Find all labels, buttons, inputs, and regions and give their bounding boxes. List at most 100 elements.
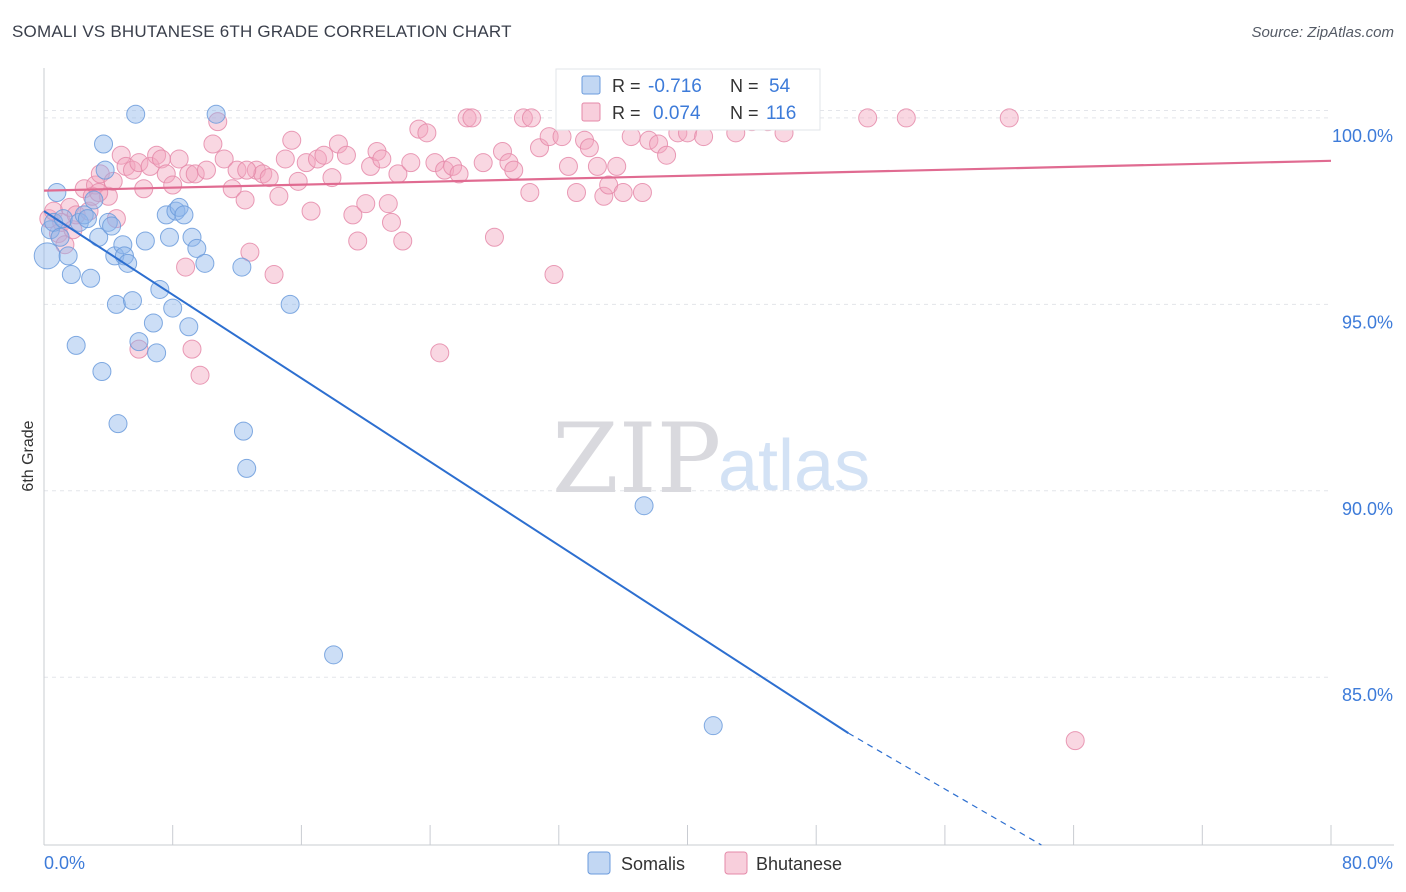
bhutanese-point-73 [473, 153, 493, 173]
somali-point-13 [84, 190, 104, 210]
bhutanese-point-39 [253, 164, 273, 184]
somali-point-15 [92, 361, 112, 381]
watermark: ZIP atlas [552, 403, 870, 515]
bhutanese-point-78 [513, 108, 533, 128]
legend-swatch-somali [581, 75, 601, 95]
bhutanese-point-81 [539, 127, 559, 147]
bhutanese-point-29 [190, 365, 210, 385]
legend-r-value-somali: -0.716 [648, 76, 702, 97]
bhutanese-point-87 [579, 138, 599, 158]
somali-point-43 [206, 104, 226, 124]
watermark-zip: ZIP [552, 403, 721, 515]
bhutanese-point-46 [296, 153, 316, 173]
y-axis-title: 6th Grade [20, 420, 37, 491]
bhutanese-point-40 [259, 168, 279, 188]
bhutanese-point-32 [208, 112, 228, 132]
bhutanese-point-50 [322, 168, 342, 188]
bhutanese-point-23 [156, 164, 176, 184]
bhutanese-trend-line [43, 159, 1332, 192]
legend-n-value-somali: 54 [769, 76, 791, 97]
somali-point-34 [159, 227, 179, 247]
somali-point-28 [129, 332, 149, 352]
bhutanese-point-70 [449, 164, 469, 184]
somali-point-16 [94, 134, 114, 154]
legend-bottom-label-somali: Somalis [621, 854, 685, 874]
x-tick-label-0: 0.0% [44, 853, 85, 873]
bhutanese-point-44 [282, 130, 302, 150]
somali-point-27 [126, 104, 146, 124]
axes [43, 68, 1394, 846]
bhutanese-point-92 [613, 183, 633, 202]
bhutanese-point-88 [587, 156, 607, 176]
x-tick-labels: 0.0% 80.0% [44, 853, 1393, 873]
somali-point-42 [195, 253, 215, 273]
bhutanese-point-25 [169, 149, 189, 169]
y-tick-label-0: 85.0% [1342, 685, 1393, 705]
bhutanese-point-30 [196, 160, 216, 180]
bhutanese-point-106 [858, 108, 878, 128]
bhutanese-point-42 [269, 186, 289, 206]
bhutanese-point-48 [307, 149, 327, 169]
somali-point-11 [77, 209, 97, 229]
somali-point-49 [634, 496, 654, 516]
somali-trend-line [43, 210, 849, 734]
legend-n-label-bhutanese: N = [730, 103, 759, 123]
trend-lines [43, 159, 1332, 846]
legend-n-label-somali: N = [730, 76, 759, 96]
bhutanese-point-72 [462, 108, 482, 128]
legend-n-value-bhutanese: 116 [766, 103, 796, 124]
somali-point-47 [280, 294, 300, 314]
bhutanese-point-16 [116, 156, 136, 176]
somali-point-17 [95, 160, 115, 180]
bhutanese-point-55 [356, 194, 376, 214]
bhutanese-point-31 [203, 134, 223, 154]
bhutanese-point-59 [378, 194, 398, 214]
somali-point-48 [324, 645, 344, 665]
bhutanese-point-63 [401, 153, 421, 173]
bhutanese-point-79 [520, 183, 540, 202]
bhutanese-point-84 [558, 156, 578, 176]
y-tick-label-2: 95.0% [1342, 312, 1393, 332]
bhutanese-point-62 [393, 231, 413, 251]
bhutanese-point-89 [594, 186, 614, 206]
chart-source: Source: ZipAtlas.com [1251, 24, 1394, 41]
bhutanese-point-33 [214, 149, 234, 169]
somali-point-29 [135, 231, 155, 251]
bhutanese-point-20 [140, 156, 160, 176]
bhutanese-point-53 [343, 205, 363, 225]
bhutanese-point-85 [566, 183, 586, 202]
somali-point-40 [182, 227, 202, 247]
bhutanese-point-60 [381, 212, 401, 232]
legend-bottom-swatch-somali [587, 851, 611, 875]
legend-r-label-somali: R = [612, 76, 641, 96]
somali-point-46 [237, 458, 257, 478]
somali-point-18 [98, 212, 118, 232]
legend-bottom-label-bhutanese: Bhutanese [756, 854, 842, 874]
bhutanese-points [39, 108, 1085, 751]
bhutanese-point-94 [632, 183, 652, 202]
bhutanese-point-47 [301, 201, 321, 221]
somali-point-50 [703, 716, 723, 736]
somali-trend-extension [848, 732, 1042, 846]
bhutanese-point-35 [227, 160, 247, 180]
bhutanese-point-115 [521, 108, 541, 128]
watermark-atlas: atlas [718, 426, 870, 506]
bhutanese-point-15 [111, 145, 131, 165]
somali-point-3 [47, 183, 67, 202]
chart-title: SOMALI VS BHUTANESE 6TH GRADE CORRELATIO… [12, 22, 512, 41]
bhutanese-point-97 [657, 145, 677, 165]
bhutanese-point-52 [336, 145, 356, 165]
bhutanese-point-41 [264, 265, 284, 285]
bhutanese-point-51 [328, 134, 348, 154]
y-tick-label-3: 100.0% [1332, 126, 1393, 146]
somali-point-8 [66, 335, 86, 355]
bhutanese-point-65 [417, 123, 437, 143]
bhutanese-point-69 [443, 156, 463, 176]
bhutanese-point-18 [129, 153, 149, 173]
somali-point-22 [108, 414, 128, 434]
somali-point-10 [74, 205, 94, 225]
bhutanese-point-28 [185, 164, 205, 184]
legend-r-value-bhutanese: 0.074 [653, 103, 701, 124]
bhutanese-point-43 [275, 149, 295, 169]
